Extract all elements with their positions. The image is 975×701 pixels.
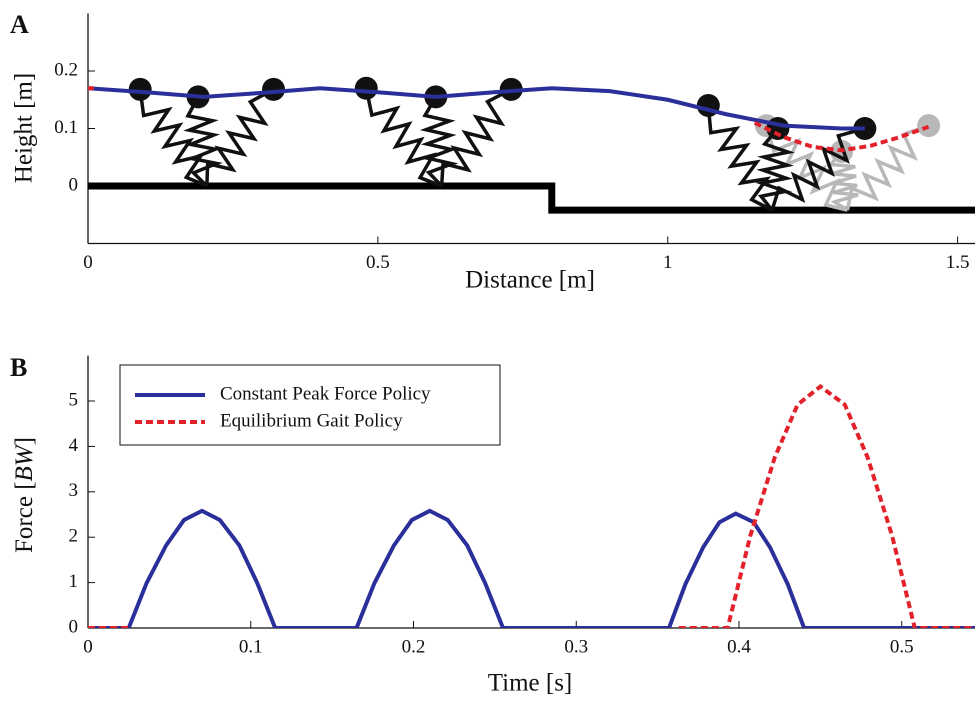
- y-label-part: Force [: [11, 481, 38, 553]
- legend-label: Equilibrium Gait Policy: [220, 410, 403, 431]
- plot-area: [88, 383, 975, 628]
- ground: [88, 182, 975, 214]
- x-tick-label: 0.4: [727, 636, 751, 657]
- x-tick-label: 1: [663, 252, 673, 273]
- legend-box: [119, 364, 501, 446]
- y-tick-label: 4: [69, 435, 79, 456]
- mass: [262, 77, 286, 101]
- y-axis-label: Force [BW]: [11, 437, 38, 553]
- y-tick-label: 5: [69, 389, 79, 410]
- spring: [364, 87, 443, 188]
- spring: [439, 87, 513, 187]
- y-tick-label: 0.2: [54, 59, 78, 80]
- series-line: [88, 86, 865, 131]
- spring: [205, 87, 275, 187]
- x-tick-label: 0.1: [239, 636, 263, 657]
- mass: [128, 77, 152, 101]
- x-axis-label: Time [s]: [488, 670, 573, 697]
- x-tick-label: 0.3: [564, 636, 588, 657]
- x-tick-label: 0: [83, 636, 93, 657]
- y-tick-label: 3: [69, 480, 79, 501]
- y-label-part: ]: [11, 437, 38, 445]
- spring: [770, 126, 866, 211]
- x-tick-label: 0.2: [402, 636, 426, 657]
- mass: [917, 114, 941, 138]
- mass: [354, 76, 378, 100]
- spring: [183, 96, 223, 188]
- panel-label: A: [10, 10, 29, 39]
- y-axis-label: Height [m]: [11, 73, 38, 183]
- spring: [845, 123, 930, 211]
- y-label-part: BW: [11, 443, 38, 481]
- x-tick-label: 0: [83, 252, 93, 273]
- y-tick-label: 0: [69, 174, 79, 195]
- x-tick-label: 0.5: [890, 636, 914, 657]
- spring: [419, 95, 459, 188]
- spring: [138, 89, 208, 188]
- legend-label: Constant Peak Force Policy: [220, 383, 431, 404]
- x-tick-label: 0.5: [366, 252, 390, 273]
- y-tick-label: 2: [69, 526, 79, 547]
- series-line: [88, 86, 930, 153]
- series-line: [88, 508, 975, 628]
- spring: [706, 105, 773, 212]
- series-line: [88, 383, 975, 628]
- panel-label: B: [10, 353, 27, 382]
- y-tick-label: 0: [69, 616, 79, 637]
- x-axis-label: Distance [m]: [465, 267, 595, 294]
- plot-area: [88, 76, 975, 214]
- y-tick-label: 0.1: [54, 117, 78, 138]
- x-tick-label: 1.5: [946, 252, 970, 273]
- y-tick-label: 1: [69, 571, 79, 592]
